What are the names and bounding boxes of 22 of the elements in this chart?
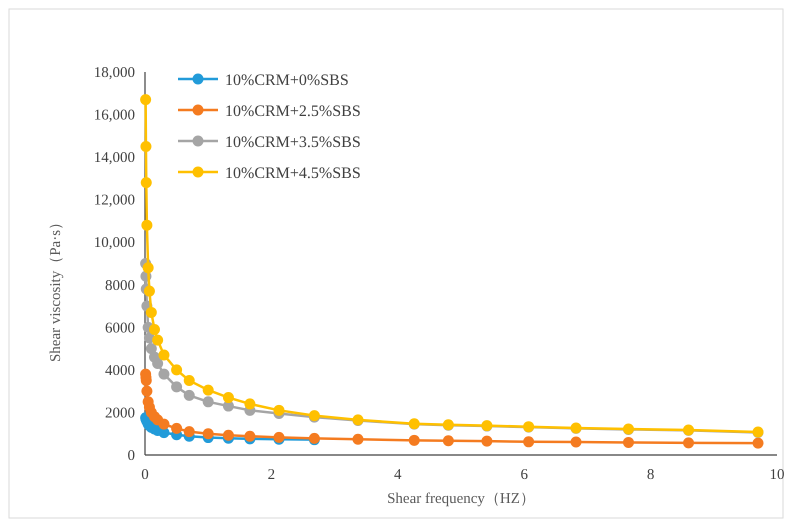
x-tick-label: 6	[520, 467, 528, 483]
legend-label: 10%CRM+4.5%SBS	[225, 165, 361, 182]
y-tick-label: 12,000	[94, 192, 135, 209]
y-tick-label: 4000	[105, 362, 135, 379]
y-tick-label: 2000	[105, 405, 135, 422]
y-tick-label: 18,000	[94, 65, 135, 81]
x-tick-label: 2	[268, 467, 276, 483]
x-axis-title: Shear frequency（HZ）	[387, 491, 535, 507]
x-tick-label: 0	[141, 467, 149, 483]
x-tick-label: 10	[770, 467, 784, 483]
y-tick-label: 6000	[105, 320, 135, 336]
legend-label: 10%CRM+0%SBS	[225, 72, 349, 89]
x-tick-label: 8	[646, 467, 654, 483]
legend-label: 10%CRM+2.5%SBS	[225, 103, 361, 120]
y-tick-label: 10,000	[94, 235, 135, 252]
y-tick-label: 8000	[105, 278, 135, 294]
y-axis-title: Shear viscosity（Pa·s）	[48, 214, 64, 362]
y-tick-label: 0	[128, 448, 135, 464]
legend-label: 10%CRM+3.5%SBS	[225, 134, 361, 151]
x-tick-label: 4	[394, 467, 402, 483]
y-tick-label: 14,000	[94, 150, 135, 166]
y-tick-label: 16,000	[94, 108, 135, 124]
